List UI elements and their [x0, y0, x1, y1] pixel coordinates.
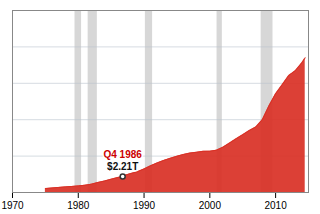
svg-text:1980: 1980 — [67, 200, 90, 211]
svg-text:Q4 1986: Q4 1986 — [103, 149, 142, 160]
svg-text:1990: 1990 — [133, 200, 156, 211]
svg-text:2000: 2000 — [199, 200, 222, 211]
svg-text:$2.21T: $2.21T — [107, 161, 138, 172]
svg-text:1970: 1970 — [1, 200, 24, 211]
svg-text:2010: 2010 — [264, 200, 287, 211]
